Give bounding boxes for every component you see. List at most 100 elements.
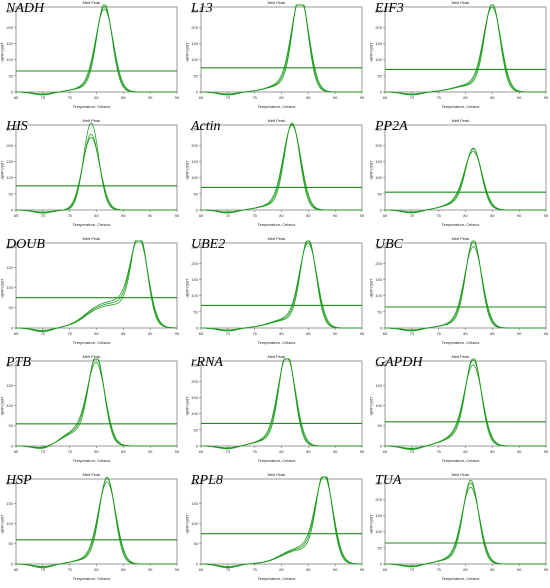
- y-tick-label: 0: [380, 89, 383, 94]
- melt-curve-2: [200, 240, 362, 331]
- melt-plot: 65 70 75 80 85 90 95 0 50 100 150 200 250: [375, 4, 549, 100]
- x-tick-label: 70: [41, 213, 46, 218]
- melt-panel-tua: 65 70 75 80 85 90 95 0 50 100 150 200 250 Melt Peak TU…: [369, 472, 550, 588]
- y-tick-label: 0: [196, 443, 199, 448]
- y-tick-label: 0: [11, 207, 14, 212]
- melt-curve-3: [200, 124, 362, 214]
- x-tick-label: 75: [252, 95, 257, 100]
- panel-title: Melt Peak: [267, 0, 286, 5]
- x-tick-label: 95: [175, 213, 180, 218]
- y-tick-label: 50: [9, 541, 14, 546]
- y-tick-label: 150: [191, 395, 198, 400]
- x-tick-label: 70: [410, 449, 415, 454]
- x-axis-label: Temperature, Celsius: [257, 576, 296, 581]
- melt-plot: 65 70 75 80 85 90 95 0 50 100 150 200: [6, 240, 180, 336]
- x-tick-label: 70: [226, 567, 231, 572]
- x-tick-label: 90: [333, 95, 338, 100]
- y-tick-label: 0: [380, 561, 383, 566]
- plot-frame: [15, 6, 178, 93]
- y-tick-label: 200: [191, 143, 198, 148]
- x-tick-label: 80: [94, 213, 99, 218]
- melt-panel-nadh: 65 70 75 80 85 90 95 0 50 100 150 200 250 Melt Peak NA…: [0, 0, 183, 116]
- x-axis-label: Temperature, Celsius: [441, 222, 480, 227]
- melt-plot: 65 70 75 80 85 90 95 0 50 100 150 200 250: [6, 4, 180, 100]
- melt-curve-2: [384, 359, 546, 450]
- melt-curve-1: [15, 4, 177, 95]
- y-tick-label: 200: [191, 25, 198, 30]
- x-tick-label: 90: [333, 213, 338, 218]
- y-tick-label: 100: [6, 57, 13, 62]
- y-tick-label: 200: [375, 497, 382, 502]
- x-tick-label: 65: [383, 95, 388, 100]
- x-tick-label: 80: [279, 567, 284, 572]
- x-axis-label: Temperature, Celsius: [257, 340, 296, 345]
- melt-curve-3: [15, 8, 177, 96]
- melt-curve-2: [384, 4, 546, 95]
- y-tick-label: 0: [196, 207, 199, 212]
- melt-curve-1: [15, 122, 177, 213]
- y-tick-label: 100: [375, 529, 382, 534]
- y-tick-label: 50: [378, 309, 383, 314]
- panel-title: Melt Peak: [82, 472, 101, 477]
- x-tick-label: 70: [226, 213, 231, 218]
- y-tick-label: 200: [6, 245, 13, 250]
- melt-panel-doub: 65 70 75 80 85 90 95 0 50 100 150 200 Melt Peak DOUB T…: [0, 236, 183, 352]
- x-tick-label: 90: [148, 331, 153, 336]
- plot-frame: [200, 360, 363, 447]
- x-tick-label: 85: [490, 567, 495, 572]
- melt-panel-pp2a: 65 70 75 80 85 90 95 0 50 100 150 200 250 Melt Peak PP…: [369, 118, 550, 234]
- melt-panel-ptb: 65 70 75 80 85 90 95 0 50 100 150 200 Melt Peak PTB Te…: [0, 354, 183, 470]
- x-tick-label: 75: [67, 449, 72, 454]
- y-tick-label: 150: [191, 41, 198, 46]
- y-tick-label: 150: [375, 513, 382, 518]
- y-tick-label: 150: [6, 265, 13, 270]
- x-tick-label: 80: [463, 331, 468, 336]
- x-tick-label: 70: [410, 213, 415, 218]
- melt-panel-eif3: 65 70 75 80 85 90 95 0 50 100 150 200 250 Melt Peak EI…: [369, 0, 550, 116]
- x-tick-label: 70: [226, 449, 231, 454]
- melt-curve-2: [15, 240, 178, 332]
- x-tick-label: 85: [306, 213, 311, 218]
- x-tick-label: 65: [383, 449, 388, 454]
- x-tick-label: 85: [490, 331, 495, 336]
- melt-curve-1: [384, 147, 546, 213]
- melt-plot: 65 70 75 80 85 90 95 0 50 100 150 200 250: [6, 122, 180, 218]
- y-tick-label: 50: [378, 423, 383, 428]
- y-tick-label: 250: [375, 245, 382, 250]
- melt-plot: 65 70 75 80 85 90 95 0 50 100 150 200: [6, 358, 180, 454]
- y-tick-label: 200: [375, 363, 382, 368]
- x-tick-label: 75: [252, 213, 257, 218]
- y-axis-label: -d(RFU)/dT: [0, 278, 5, 299]
- y-tick-label: 100: [6, 285, 13, 290]
- melt-panel-l13: 65 70 75 80 85 90 95 0 50 100 150 200 250 Melt Peak L1…: [185, 0, 368, 116]
- gene-label: HIS: [6, 119, 28, 134]
- panel-title: Melt Peak: [267, 236, 286, 241]
- y-tick-label: 150: [6, 383, 13, 388]
- y-tick-label: 200: [6, 25, 13, 30]
- y-tick-label: 0: [380, 443, 383, 448]
- x-tick-label: 65: [14, 567, 19, 572]
- x-tick-label: 90: [148, 449, 153, 454]
- gene-label: HSP: [6, 473, 32, 488]
- melt-curve-3: [15, 362, 177, 449]
- gene-label: UBE2: [191, 237, 226, 252]
- y-tick-label: 250: [6, 127, 13, 132]
- y-tick-label: 200: [6, 481, 13, 486]
- panel-title: Melt Peak: [451, 236, 470, 241]
- panel-title: Melt Peak: [451, 472, 470, 477]
- y-tick-label: 250: [191, 9, 198, 14]
- y-tick-label: 100: [191, 521, 198, 526]
- y-tick-label: 150: [375, 159, 382, 164]
- y-tick-label: 50: [9, 73, 14, 78]
- y-axis-label: -d(RFU)/dT: [184, 160, 190, 181]
- melt-plot: 65 70 75 80 85 90 95 0 50 100 150 200 250: [191, 358, 365, 454]
- x-tick-label: 80: [463, 95, 468, 100]
- x-axis-label: Temperature, Celsius: [72, 576, 111, 581]
- x-tick-label: 90: [517, 449, 522, 454]
- y-axis-label: -d(RFU)/dT: [0, 514, 5, 535]
- melt-curve-3: [15, 136, 177, 214]
- melt-curve-2: [200, 476, 363, 568]
- y-axis-label: -d(RFU)/dT: [0, 160, 5, 181]
- melt-panel-ube2: 65 70 75 80 85 90 95 0 50 100 150 200 250 Melt Peak UB…: [185, 236, 368, 352]
- melt-curve-3: [200, 4, 362, 96]
